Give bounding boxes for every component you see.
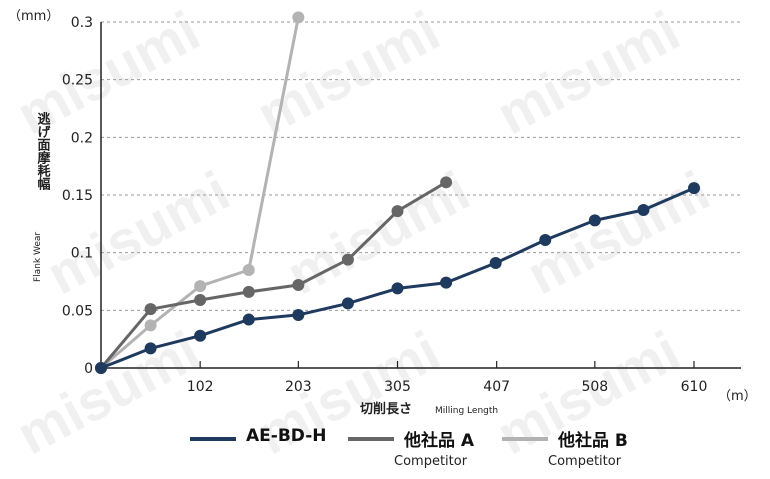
data-point	[194, 329, 207, 342]
data-point	[440, 276, 453, 289]
legend-label: 他社品 B	[558, 431, 628, 451]
x-tick-label: 407	[483, 379, 510, 395]
y-tick-label: 0	[84, 361, 93, 377]
legend-swatch	[348, 437, 394, 441]
y-tick-label: 0.05	[62, 303, 93, 319]
legend-sublabel: Competitor	[394, 454, 468, 469]
y-axis-unit: （mm）	[8, 9, 59, 24]
series-line	[100, 17, 300, 370]
data-point	[637, 203, 650, 216]
data-point	[539, 233, 552, 246]
y-axis-label-en: Flank Wear	[33, 232, 43, 282]
legend: AE-BD-H 他社品 A Competitor 他社品 B Competito…	[190, 426, 650, 476]
data-point	[292, 308, 305, 321]
legend-item-ae-bd-h: AE-BD-H	[190, 426, 340, 474]
legend-sublabel: Competitor	[548, 454, 622, 469]
data-point	[391, 205, 404, 218]
legend-item-competitor-a: 他社品 A Competitor	[348, 426, 498, 474]
data-point	[144, 319, 157, 332]
y-tick-label: 0.25	[62, 73, 93, 89]
y-axis-ticks: 0 0.05 0.1 0.15 0.2 0.25 0.3	[62, 15, 93, 377]
x-tick-label: 508	[581, 379, 608, 395]
data-point	[391, 282, 404, 295]
data-point	[144, 303, 157, 316]
x-tick-label: 610	[681, 379, 708, 395]
data-point	[144, 342, 157, 355]
data-point	[341, 253, 354, 266]
data-point	[341, 297, 354, 310]
x-tick-label: 102	[187, 379, 214, 395]
y-tick-label: 0.3	[71, 15, 93, 31]
axes	[100, 22, 741, 369]
x-axis-label-jp: 切削長さ	[360, 401, 412, 417]
data-point	[489, 257, 502, 270]
data-point	[440, 176, 453, 189]
x-axis-ticks: 102 203 305 407 508 610	[187, 361, 708, 395]
series-layer	[95, 11, 700, 374]
legend-swatch	[502, 437, 548, 441]
data-point	[242, 285, 255, 298]
data-point	[194, 293, 207, 306]
legend-swatch	[190, 437, 236, 441]
data-point	[95, 362, 107, 374]
grid-lines	[101, 21, 741, 311]
y-tick-label: 0.15	[62, 188, 93, 204]
x-axis-label-en: Milling Length	[435, 406, 498, 416]
x-axis-unit: （m）	[718, 389, 757, 404]
y-tick-label: 0.1	[71, 246, 93, 262]
x-tick-label: 203	[285, 379, 312, 395]
y-tick-label: 0.2	[71, 130, 93, 146]
data-point	[292, 11, 305, 24]
x-tick-label: 305	[384, 379, 411, 395]
data-point	[242, 263, 255, 276]
legend-label: AE-BD-H	[246, 426, 327, 446]
data-point	[688, 182, 700, 195]
legend-item-competitor-b: 他社品 B Competitor	[502, 426, 652, 474]
series-line	[99, 181, 447, 369]
y-axis-label-jp: 逃げ面摩耗幅	[35, 111, 51, 191]
data-point	[292, 278, 305, 291]
legend-label: 他社品 A	[404, 431, 475, 451]
data-point	[242, 313, 255, 326]
series-他社品-b	[95, 11, 305, 374]
data-point	[194, 280, 207, 293]
series-ae-bd-h	[95, 182, 700, 374]
data-point	[588, 214, 601, 227]
